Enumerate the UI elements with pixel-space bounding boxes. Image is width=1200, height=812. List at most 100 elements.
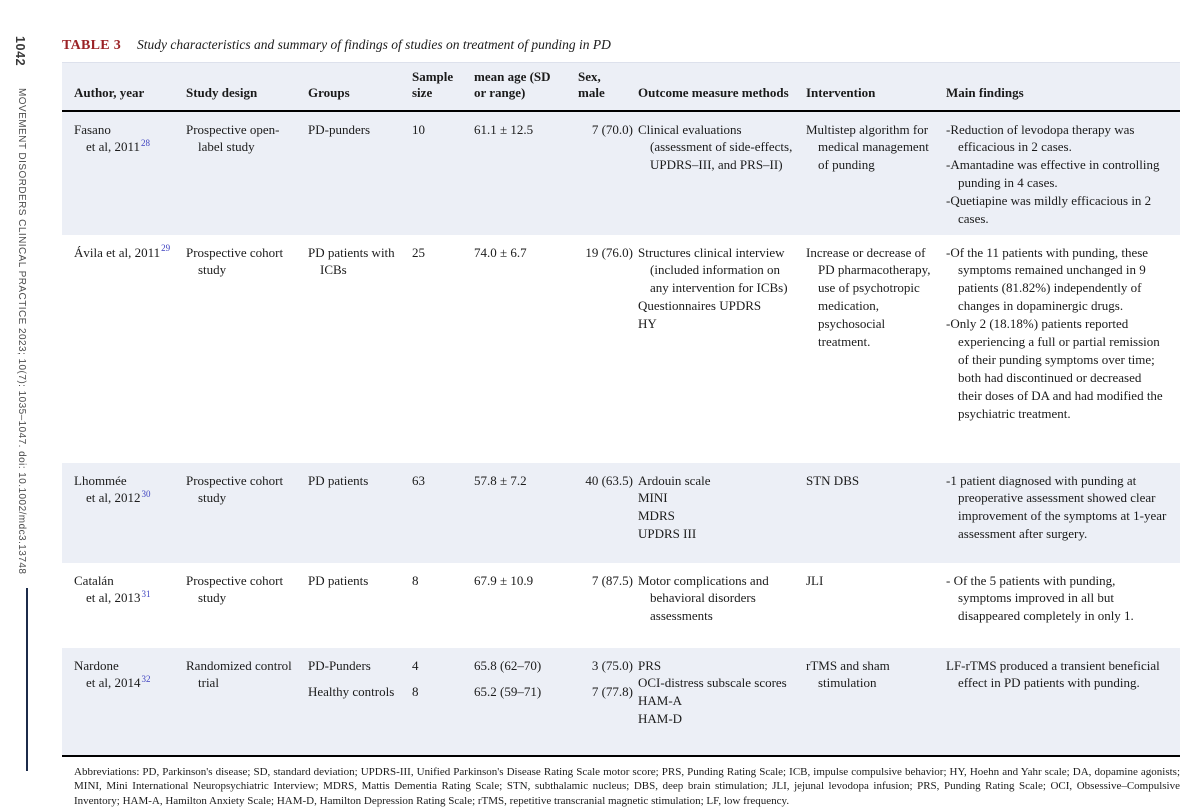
main-findings-cell-line: LF-rTMS produced a transient beneficial … [946,657,1160,691]
sex-male-cell: 19 (76.0) [578,235,638,463]
mean-age-cell: 61.1 ± 12.5 [474,111,578,235]
sample-size-cell-line: 8 [412,684,419,700]
main-findings-cell: -1 patient diagnosed with punding at pre… [946,463,1180,563]
column-header: Sex, male [578,62,638,112]
sample-size-cell: 25 [412,235,474,463]
sex-male-cell-line: 40 (63.5) [585,472,633,488]
main-findings-cell: -Of the 11 patients with punding, these … [946,235,1180,463]
intervention-cell: Increase or decrease of PD pharmacothera… [806,235,946,463]
column-header: Groups [308,62,412,112]
main-findings-cell: LF-rTMS produced a transient beneficial … [946,647,1180,757]
citation-ref[interactable]: 29 [161,243,171,254]
column-header: Main findings [946,62,1180,112]
outcome-measures-cell: PRS OCI-distress subscale scores HAM-A HAM-… [638,647,806,757]
citation-ref[interactable]: 28 [141,138,151,149]
sample-size-cell: 10 [412,111,474,235]
groups-cell: PD-Punders Healthy controls [308,647,412,757]
intervention-cell: rTMS and sham stimulation [806,647,946,757]
intervention-cell-text: Increase or decrease of PD pharmacothera… [806,244,931,350]
outcome-measures-cell-line: Questionnaires UPDRS [638,298,762,314]
author-cell: Nardone et al, 201432 [62,647,186,757]
citation-ref[interactable]: 32 [141,674,151,685]
outcome-measures-cell-line: Ardouin scale [638,472,711,488]
study-design-cell-text: Prospective cohort study [186,472,284,506]
author-name: Ávila et al, 201129 [74,243,171,260]
study-row: Catalán et al, 201331 Prospective cohort s… [62,563,1180,648]
study-design-cell: Prospective cohort study [186,235,308,463]
table-caption-line: TABLE 3 Study characteristics and summary… [62,36,1180,54]
mean-age-cell: 74.0 ± 6.7 [474,235,578,463]
study-design-cell-text: Prospective cohort study [186,572,284,606]
column-header: Sample size [412,62,474,112]
outcome-measures-cell-line: PRS [638,657,662,673]
outcome-measures-cell-line: OCI-distress subscale scores [638,675,787,691]
column-header: Author, year [62,62,186,112]
outcome-measures-cell: Ardouin scale MINI MDRS UPDRS III [638,463,806,563]
column-header: mean age (SD or range) [474,62,578,112]
column-header: Study design [186,62,308,112]
main-findings-cell-line: -Quetiapine was mildly efficacious in 2 … [946,193,1152,227]
sex-male-cell-line: 7 (70.0) [591,121,633,137]
groups-cell-line: PD patients [308,572,369,588]
groups-cell: PD patients with ICBs [308,235,412,463]
citation-ref[interactable]: 30 [141,489,151,500]
mean-age-cell-line: 67.9 ± 10.9 [474,572,534,588]
study-design-cell: Prospective cohort study [186,463,308,563]
sex-male-cell-line: 7 (87.5) [591,572,633,588]
intervention-cell-text: JLI [806,572,824,588]
main-findings-cell-line: -Amantadine was effective in controlling… [946,157,1160,191]
main-findings-cell: - Of the 5 patients with punding, sympto… [946,563,1180,648]
table-label: TABLE 3 [62,38,122,53]
intervention-cell-text: rTMS and sham stimulation [806,657,890,691]
study-row: Lhommée et al, 201230 Prospective cohort s… [62,462,1180,563]
outcome-measures-cell: Clinical evaluations (assessment of side… [638,111,806,235]
main-findings-cell-line: -Of the 11 patients with punding, these … [946,244,1149,314]
groups-cell-line: PD patients [308,472,369,488]
study-row: Fasano et al, 201128 Prospective open-labe… [62,110,1180,235]
mean-age-cell-line: 65.2 (59–71) [474,684,542,700]
sample-size-cell-line: 8 [412,572,419,588]
intervention-cell: STN DBS [806,463,946,563]
outcome-measures-cell-line: UPDRS III [638,526,697,542]
outcome-measures-cell: Motor complications and behavioral disor… [638,563,806,648]
main-findings-cell: -Reduction of levodopa therapy was effic… [946,111,1180,235]
study-design-cell-text: Randomized control trial [186,657,292,691]
main-findings-cell-line: - Of the 5 patients with punding, sympto… [946,572,1134,624]
author-cell: Catalán et al, 201331 [62,563,186,648]
mean-age-cell: 65.8 (62–70) 65.2 (59–71) [474,647,578,757]
margin-rule [26,588,28,771]
groups-cell: PD patients [308,463,412,563]
groups-cell: PD patients [308,563,412,648]
sample-size-cell-line: 10 [412,121,425,137]
sample-size-cell-line: 4 [412,657,419,673]
journal-citation: MOVEMENT DISORDERS CLINICAL PRACTICE 202… [16,88,27,575]
sex-male-cell-line: 3 (75.0) [591,657,633,673]
mean-age-cell-line: 65.8 (62–70) [474,657,542,673]
study-row: Ávila et al, 201129 Prospective cohort st… [62,235,1180,463]
sex-male-cell: 7 (87.5) [578,563,638,648]
author-name: Nardone et al, 201432 [74,657,151,691]
table-caption: Study characteristics and summary of fin… [137,37,611,52]
study-design-cell: Prospective cohort study [186,563,308,648]
sample-size-cell-line: 25 [412,244,425,260]
intervention-cell-text: STN DBS [806,472,860,488]
page-number: 1042 [13,36,27,67]
mean-age-cell-line: 61.1 ± 12.5 [474,121,534,137]
column-header: Outcome measure methods [638,62,806,112]
author-cell: Lhommée et al, 201230 [62,463,186,563]
mean-age-cell: 67.9 ± 10.9 [474,563,578,648]
sample-size-cell: 63 [412,463,474,563]
study-design-cell-text: Prospective open-label study [186,121,280,155]
citation-ref[interactable]: 31 [141,589,151,600]
outcome-measures-cell-line: Clinical evaluations (assessment of side… [638,121,793,173]
mean-age-cell-line: 74.0 ± 6.7 [474,244,527,260]
study-row: Nardone et al, 201432 Randomized control t… [62,647,1180,757]
outcome-measures-cell-line: MDRS [638,508,675,524]
outcome-measures-cell-line: HY [638,316,657,332]
sample-size-cell-line: 63 [412,472,425,488]
mean-age-cell-line: 57.8 ± 7.2 [474,472,527,488]
author-cell: Ávila et al, 201129 [62,235,186,463]
intervention-cell: Multistep algorithm for medical manageme… [806,111,946,235]
groups-cell: PD-punders [308,111,412,235]
